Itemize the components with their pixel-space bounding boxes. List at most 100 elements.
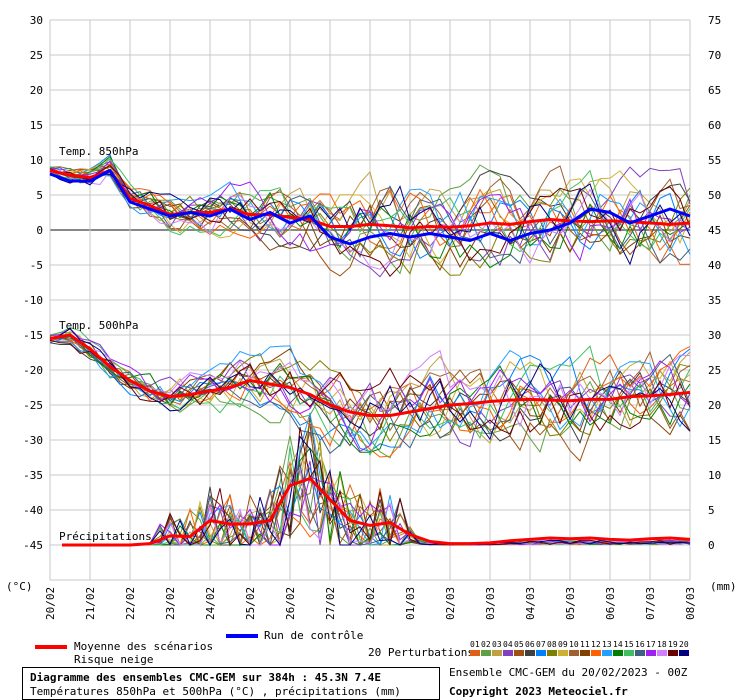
x-tick-label: 01/03 bbox=[404, 587, 417, 620]
perturbation-number: 03 bbox=[492, 640, 502, 649]
left-tick-label: -20 bbox=[23, 364, 43, 377]
snow-legend-label: Risque neige bbox=[74, 653, 154, 666]
x-tick-label: 25/02 bbox=[244, 587, 257, 620]
right-tick-label: 35 bbox=[708, 294, 721, 307]
run-info: Ensemble CMC-GEM du 20/02/2023 - 00Z bbox=[449, 666, 688, 679]
perturbation-number: 10 bbox=[569, 640, 579, 649]
left-tick-label: 30 bbox=[30, 14, 43, 27]
perturbation-swatch bbox=[580, 650, 590, 656]
perturbation-number: 19 bbox=[668, 640, 678, 649]
main-series bbox=[49, 169, 691, 547]
perturbation-line bbox=[49, 166, 691, 276]
perturbation-swatch bbox=[569, 650, 579, 656]
perturbation-swatch bbox=[591, 650, 601, 656]
x-tick-label: 07/03 bbox=[644, 587, 657, 620]
right-tick-label: 30 bbox=[708, 329, 721, 342]
perturbation-swatch bbox=[646, 650, 656, 656]
x-tick-label: 04/03 bbox=[524, 587, 537, 620]
x-tick-label: 24/02 bbox=[204, 587, 217, 620]
perturbation-swatch bbox=[514, 650, 524, 656]
perturbation-number: 16 bbox=[635, 640, 645, 649]
left-axis-unit: (°C) bbox=[6, 580, 33, 593]
x-tick-label: 06/03 bbox=[604, 587, 617, 620]
label-temp-500: Temp. 500hPa bbox=[59, 319, 138, 332]
left-tick-label: -25 bbox=[23, 399, 43, 412]
right-tick-label: 55 bbox=[708, 154, 721, 167]
perturbation-number: 17 bbox=[646, 640, 656, 649]
left-tick-label: 20 bbox=[30, 84, 43, 97]
perturbation-number: 15 bbox=[624, 640, 634, 649]
perturbation-number: 05 bbox=[514, 640, 524, 649]
perturbation-line bbox=[70, 426, 691, 547]
footer-title: Diagramme des ensembles CMC-GEM sur 384h… bbox=[30, 671, 381, 684]
perturbation-swatch bbox=[668, 650, 678, 656]
left-tick-label: 0 bbox=[36, 224, 43, 237]
perturbation-swatch bbox=[558, 650, 568, 656]
perturbation-line bbox=[49, 336, 691, 453]
left-tick-label: -40 bbox=[23, 504, 43, 517]
perturbation-swatch bbox=[503, 650, 513, 656]
perturbation-number: 11 bbox=[580, 640, 590, 649]
control-legend-swatch bbox=[226, 634, 258, 638]
left-tick-label: -45 bbox=[23, 539, 43, 552]
right-tick-label: 10 bbox=[708, 469, 721, 482]
x-tick-label: 28/02 bbox=[364, 587, 377, 620]
right-tick-label: 0 bbox=[708, 539, 715, 552]
x-tick-label: 26/02 bbox=[284, 587, 297, 620]
x-tick-label: 02/03 bbox=[444, 587, 457, 620]
perturbation-line bbox=[49, 169, 691, 270]
left-tick-label: 5 bbox=[36, 189, 43, 202]
perturbation-number: 04 bbox=[503, 640, 513, 649]
perturbation-swatch bbox=[679, 650, 689, 656]
perturbation-swatch bbox=[536, 650, 546, 656]
left-tick-label: 25 bbox=[30, 49, 43, 62]
copyright: Copyright 2023 Meteociel.fr bbox=[449, 685, 628, 698]
x-tick-label: 05/03 bbox=[564, 587, 577, 620]
left-tick-label: -10 bbox=[23, 294, 43, 307]
perturbation-line bbox=[49, 166, 691, 277]
perturbation-swatch bbox=[547, 650, 557, 656]
right-tick-label: 75 bbox=[708, 14, 721, 27]
x-tick-label: 21/02 bbox=[84, 587, 97, 620]
perturbation-swatch bbox=[492, 650, 502, 656]
right-tick-label: 15 bbox=[708, 434, 721, 447]
left-tick-label: 10 bbox=[30, 154, 43, 167]
perturbation-swatch bbox=[657, 650, 667, 656]
perturbation-swatch bbox=[481, 650, 491, 656]
right-tick-label: 50 bbox=[708, 189, 721, 202]
left-tick-label: -15 bbox=[23, 329, 43, 342]
ensemble-mean-line bbox=[49, 169, 691, 230]
perturbation-number: 14 bbox=[613, 640, 623, 649]
x-tick-label: 20/02 bbox=[44, 587, 57, 620]
grid bbox=[49, 19, 691, 581]
label-precipitations: Précipitations bbox=[59, 530, 152, 543]
right-tick-label: 65 bbox=[708, 84, 721, 97]
perturbation-number: 09 bbox=[558, 640, 568, 649]
right-tick-label: 5 bbox=[708, 504, 715, 517]
perturbation-line bbox=[49, 334, 691, 448]
ensemble-mean-line bbox=[62, 477, 691, 547]
perturbation-line bbox=[49, 333, 691, 428]
axis-ticks: 302520151050-5-10-15-20-25-30-35-40-4575… bbox=[23, 14, 721, 620]
perturbation-number: 13 bbox=[602, 640, 612, 649]
mean-legend-swatch bbox=[35, 645, 67, 649]
perturbation-number: 06 bbox=[525, 640, 535, 649]
perturbation-line bbox=[49, 164, 691, 277]
label-temp-850: Temp. 850hPa bbox=[59, 145, 138, 158]
right-tick-label: 45 bbox=[708, 224, 721, 237]
footer-subtitle: Températures 850hPa et 500hPa (°C) , pré… bbox=[30, 685, 401, 698]
perturbation-line bbox=[49, 326, 691, 456]
perturbation-swatch bbox=[470, 650, 480, 656]
perturbation-number: 01 bbox=[470, 640, 480, 649]
perturbation-number: 20 bbox=[679, 640, 689, 649]
perturbation-number: 12 bbox=[591, 640, 601, 649]
footer-title-box: Diagramme des ensembles CMC-GEM sur 384h… bbox=[22, 667, 440, 700]
perturbation-swatch bbox=[624, 650, 634, 656]
perturbation-swatch bbox=[613, 650, 623, 656]
right-tick-label: 60 bbox=[708, 119, 721, 132]
control-legend-label: Run de contrôle bbox=[264, 629, 364, 642]
x-tick-label: 27/02 bbox=[324, 587, 337, 620]
x-tick-label: 23/02 bbox=[164, 587, 177, 620]
right-tick-label: 40 bbox=[708, 259, 721, 272]
perturbation-number: 08 bbox=[547, 640, 557, 649]
